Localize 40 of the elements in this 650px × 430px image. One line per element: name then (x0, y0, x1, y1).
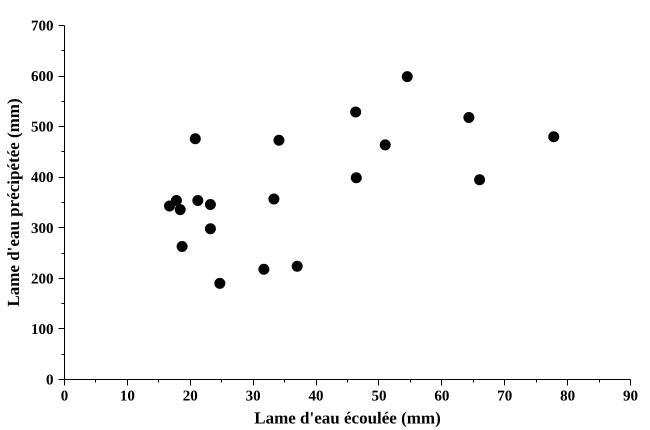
y-axis-title: Lame d'eau précipétée (mm) (4, 98, 23, 307)
point (204, 199, 216, 210)
point (273, 134, 284, 146)
y-tick-label: 700 (31, 18, 54, 34)
point (548, 131, 560, 142)
point (463, 112, 474, 124)
y-tick-label: 200 (31, 271, 54, 288)
x-axis-title: Lame d'eau écoulée (mm) (254, 408, 441, 428)
point (474, 174, 486, 186)
point (258, 264, 270, 275)
point (350, 172, 362, 184)
x-tick-label: 50 (371, 388, 386, 404)
x-tick-label: 0 (60, 388, 68, 404)
point (292, 260, 303, 272)
y-tick-label: 500 (31, 120, 54, 136)
x-tick-label: 60 (434, 388, 450, 404)
point (174, 204, 186, 216)
x-tick-label: 10 (120, 388, 135, 404)
y-tick-label: 300 (31, 220, 54, 237)
x-tick-label: 70 (497, 388, 512, 404)
point (204, 223, 216, 234)
point (380, 139, 391, 150)
x-tick-label: 80 (560, 388, 576, 404)
y-tick-label: 400 (31, 170, 54, 186)
y-tick-label: 100 (31, 322, 54, 338)
x-tick-label: 20 (182, 388, 198, 404)
point (402, 71, 413, 82)
point (214, 278, 226, 289)
y-tick-label: 0 (46, 372, 54, 388)
point (268, 193, 280, 204)
x-tick-label: 40 (308, 388, 324, 404)
point (190, 133, 201, 144)
x-tick-label: 30 (246, 388, 261, 404)
point (164, 200, 176, 212)
point (192, 194, 204, 206)
x-tick-label: 90 (623, 388, 638, 404)
point (176, 241, 188, 252)
point (350, 106, 362, 118)
y-tick-label: 600 (31, 69, 54, 86)
point (170, 194, 182, 206)
